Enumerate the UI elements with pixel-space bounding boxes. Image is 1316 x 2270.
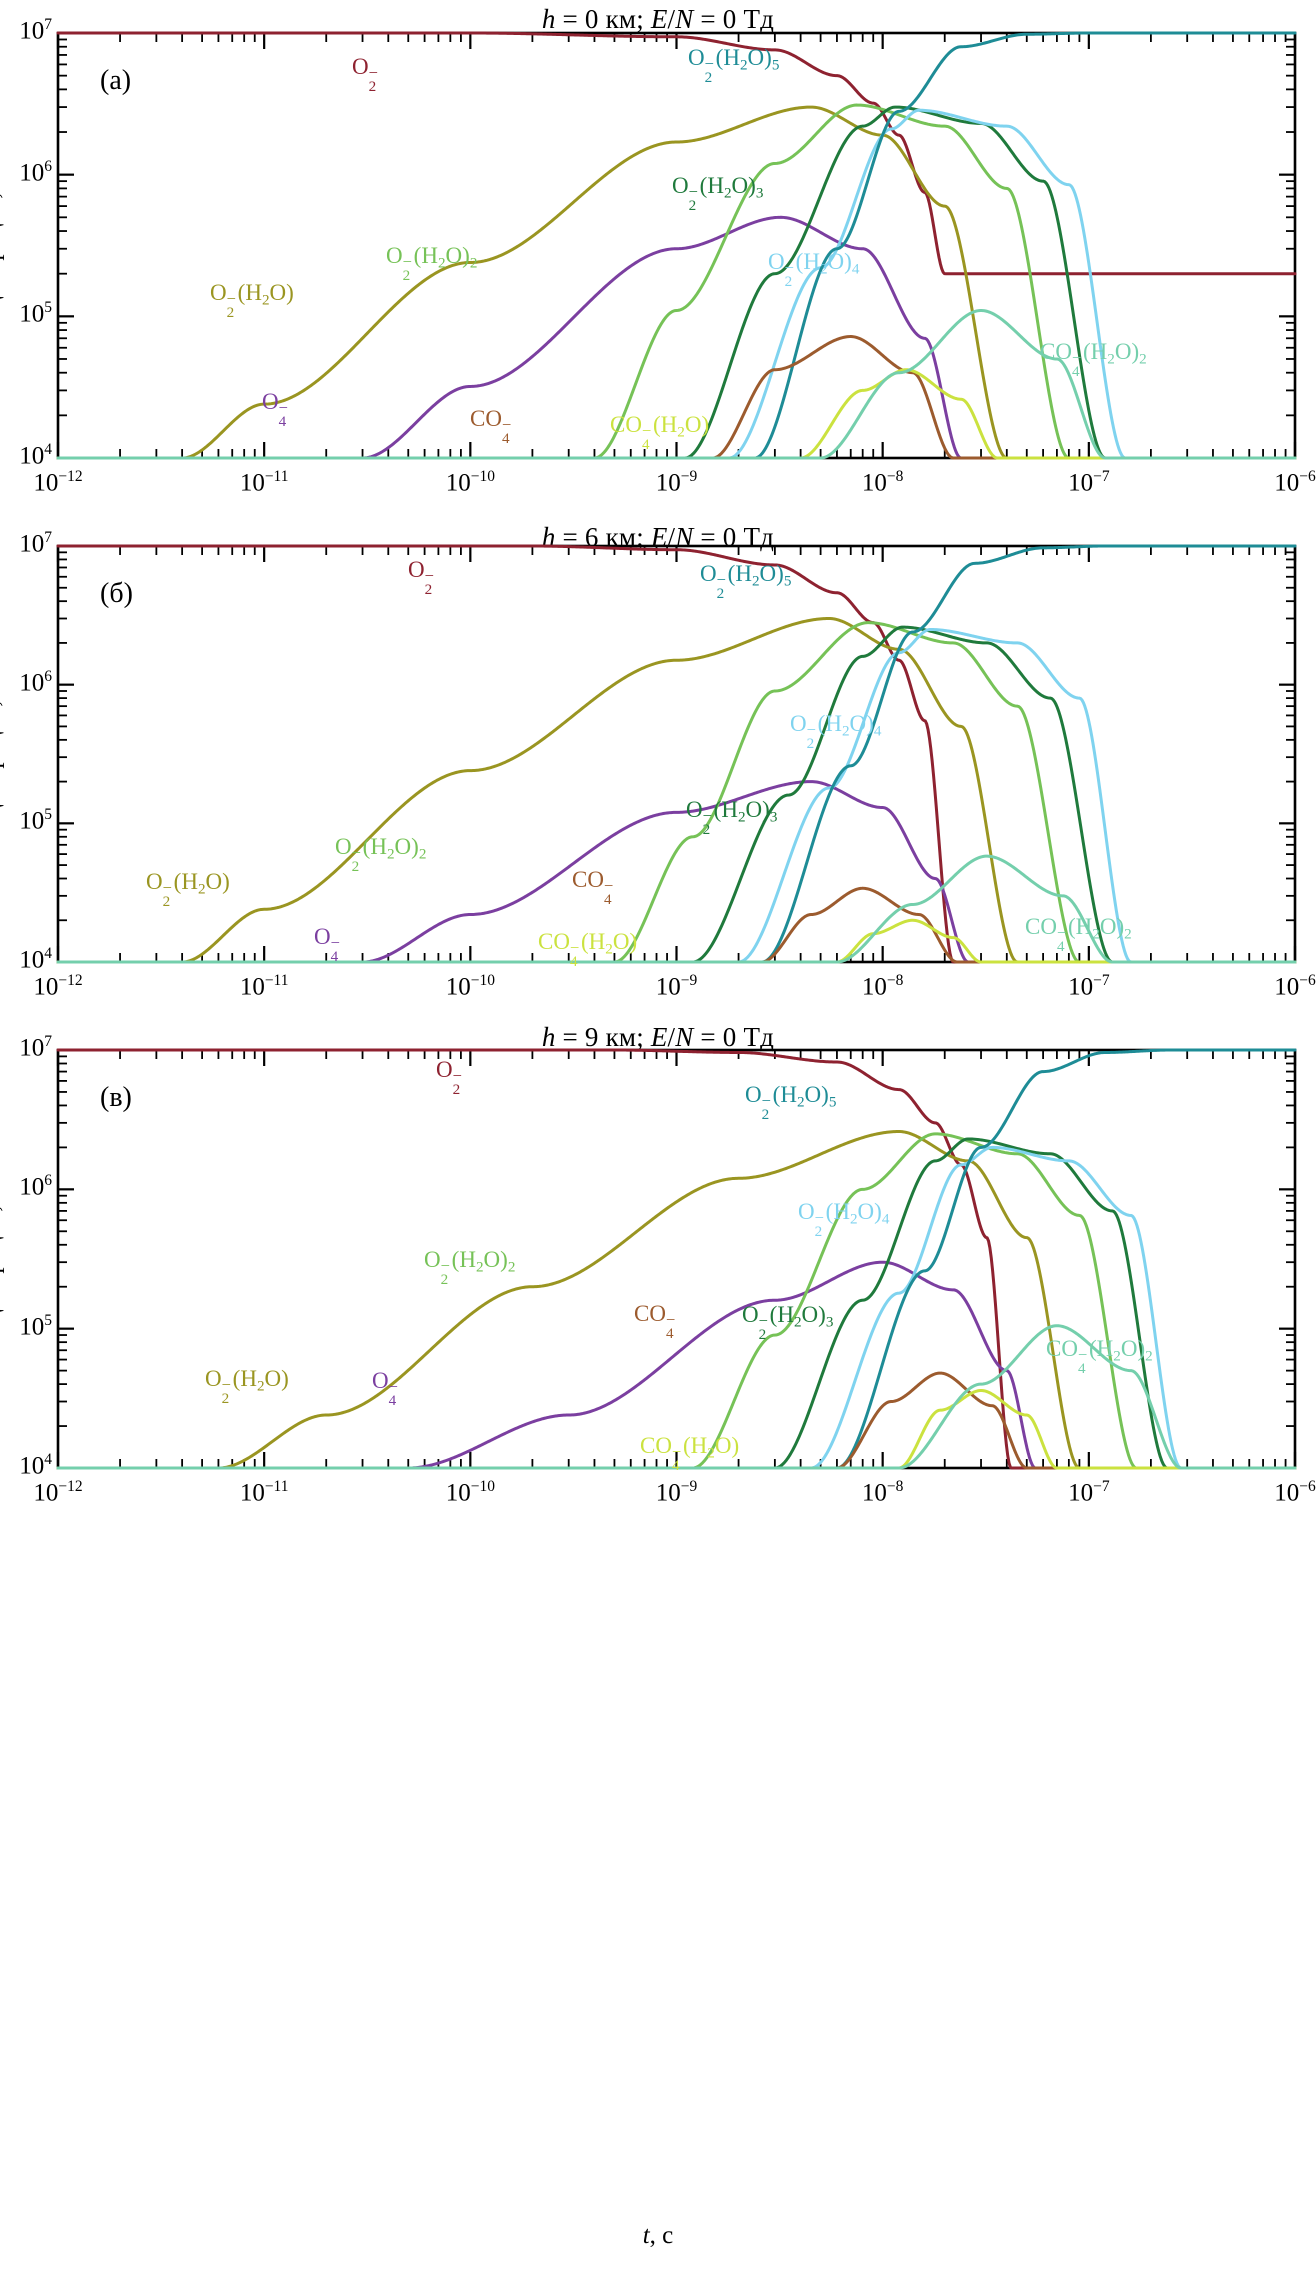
curve-label-O2m: O 2− [352,54,378,95]
curve-label-CO4H2O2: CO 4− (H2O)2 [1025,914,1132,955]
curve-label-O2m: O 2− [408,557,434,598]
x-tick-label: 10−7 [1068,468,1110,497]
panel-a: h = 0 км; E/N = 0 Тд [0,0,1316,500]
curve-label-O2H2O3: O 2− (H2O)3 [742,1302,834,1343]
curve-label-CO4H2O: CO 4− (H2O) [538,929,638,970]
curve-O2H2O5 [56,1048,1297,1470]
y-axis-label: концентрация, см−3 [0,667,5,855]
curve-label-CO4H2O: CO 4− (H2O) [610,412,710,453]
curve-label-CO4H2O: CO 4− (H2O) [640,1433,740,1474]
y-axis-label: концентрация, см−3 [0,158,5,346]
y-tick-label: 104 [19,441,52,470]
curve-label-O2H2O5: O 2− (H2O)5 [745,1082,837,1123]
y-tick-label: 104 [19,945,52,974]
x-tick-label: 10−12 [33,468,83,497]
curve-label-CO4H2O2: CO 4− (H2O)2 [1040,339,1147,380]
panel-letter: (б) [100,578,133,609]
x-tick-label: 10−10 [445,1478,495,1507]
x-tick-label: 10−12 [33,972,83,1001]
curve-label-O2H2O5: O 2− (H2O)5 [700,561,792,602]
x-tick-label: 10−6 [1274,468,1316,497]
curve-label-O2H2O: O 2− (H2O) [146,869,230,910]
y-tick-label: 107 [19,529,52,558]
curve-label-O2H2O4: O 2− (H2O)4 [790,711,882,752]
y-tick-label: 105 [19,806,52,835]
curve-label-O2H2O4: O 2− (H2O)4 [798,1199,890,1240]
curve-label-CO4H2O2: CO 4− (H2O)2 [1046,1336,1153,1377]
curve-O2H2O5 [56,31,1297,460]
x-tick-label: 10−11 [239,972,289,1001]
x-axis-label: t, с [642,2222,674,2249]
y-tick-label: 105 [19,1311,52,1340]
curve-label-O4m: O 4− [262,389,288,430]
curve-label-O4m: O 4− [372,1368,398,1409]
curve-CO4H2O2 [56,854,1297,964]
y-tick-label: 107 [19,1033,52,1062]
curve-CO4H2O2 [56,308,1297,460]
x-tick-label: 10−9 [655,1478,698,1507]
curve-O2H2O [56,1130,1297,1470]
curve-label-O2H2O4: O 2− (H2O)4 [768,249,860,290]
curve-label-O2m: O 2− [436,1057,462,1098]
x-tick-label: 10−6 [1274,1478,1316,1507]
x-tick-label: 10−6 [1274,972,1316,1001]
x-tick-label: 10−8 [861,972,904,1001]
x-tick-label: 10−7 [1068,1478,1110,1507]
x-tick-label: 10−8 [861,1478,904,1507]
x-tick-label: 10−9 [655,972,698,1001]
curve-O2H2O3 [56,625,1297,964]
panel-c: h = 9 км; E/N = 0 Тд [0,1012,1316,1532]
y-tick-label: 104 [19,1451,52,1480]
curve-label-O4m: O 4− [314,924,340,965]
curve-O2H2O [56,617,1297,964]
y-tick-label: 107 [19,16,52,45]
curve-O2H2O2 [56,1132,1297,1470]
x-tick-label: 10−12 [33,1478,83,1507]
curve-O2H2O5 [56,544,1297,964]
panel-letter: (а) [100,65,132,96]
curve-label-O2H2O: O 2− (H2O) [205,1366,289,1407]
y-tick-label: 105 [19,299,52,328]
x-tick-label: 10−7 [1068,972,1110,1001]
curve-label-O2H2O: O 2− (H2O) [210,280,294,321]
panel-c-title: h = 9 км; E/N = 0 Тд [541,1022,775,1052]
curve-O2m [56,1048,1297,1470]
panel-a-title: h = 0 км; E/N = 0 Тд [541,4,775,34]
y-axis-label: концентрация, см−3 [0,1172,5,1360]
y-tick-label: 106 [19,157,52,186]
curve-O2H2O2 [56,621,1297,964]
curve-label-CO4m: CO 4− [634,1301,676,1342]
x-tick-label: 10−8 [861,468,904,497]
x-tick-label: 10−11 [239,1478,289,1507]
curve-label-CO4m: CO 4− [470,406,512,447]
y-tick-label: 106 [19,1172,52,1201]
x-tick-label: 10−10 [445,468,495,497]
curve-O2H2O4 [56,627,1297,964]
x-tick-label: 10−11 [239,468,289,497]
x-tick-label: 10−10 [445,972,495,1001]
curve-label-O2H2O2: O 2− (H2O)2 [424,1247,516,1288]
curve-label-CO4m: CO 4− [572,867,614,908]
curve-label-O2H2O2: O 2− (H2O)2 [386,243,478,284]
curve-O2m [56,544,1297,964]
panel-letter: (в) [100,1082,132,1113]
curve-O2m [56,31,1297,276]
curve-label-O2H2O3: O 2− (H2O)3 [686,797,778,838]
curve-label-O2H2O3: O 2− (H2O)3 [672,173,764,214]
curve-label-O2H2O2: O 2− (H2O)2 [335,834,427,875]
y-tick-label: 106 [19,667,52,696]
x-tick-label: 10−9 [655,468,698,497]
curve-CO4H2O2 [56,1324,1297,1470]
curve-label-O2H2O5: O 2− (H2O)5 [688,45,780,86]
